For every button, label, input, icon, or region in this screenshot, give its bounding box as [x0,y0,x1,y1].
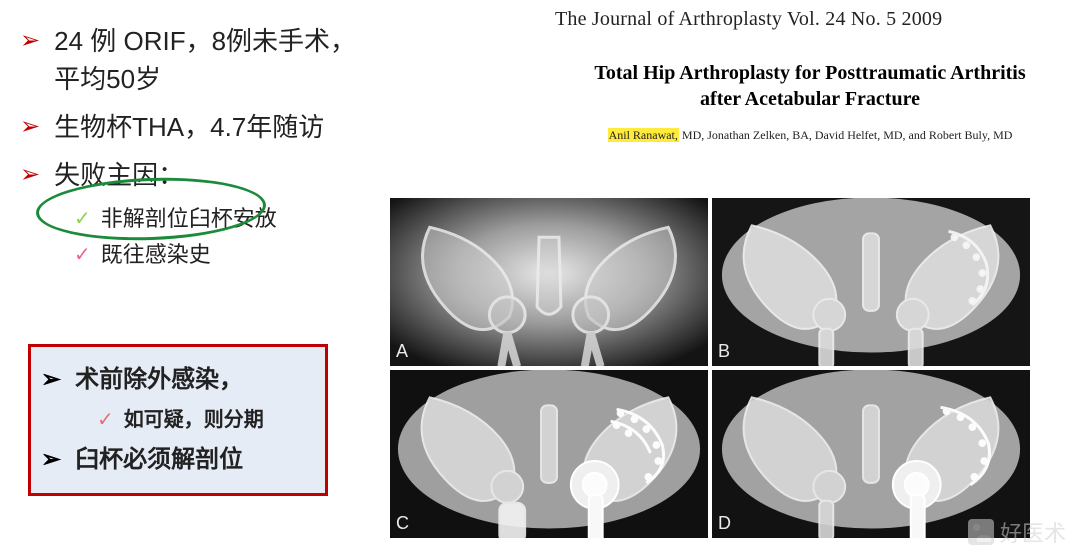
xray-panel-d: D [712,370,1030,538]
journal-citation: The Journal of Arthroplasty Vol. 24 No. … [555,8,942,31]
box-row-1: ➢ 术前除外感染， [41,361,315,399]
box-row-2: ➢ 臼杯必须解剖位 [41,441,315,479]
author-highlighted: Anil Ranawat, [608,128,679,142]
xray-panel-a: A [390,198,708,366]
chevron-icon: ➢ [20,108,40,146]
bullet-3-sub2: ✓ 既往感染史 [74,240,380,270]
author-hl-degree: MD, [679,128,704,142]
chevron-icon: ➢ [20,156,40,194]
authors-rest: Jonathan Zelken, BA, David Helfet, MD, a… [704,128,1012,142]
check-icon: ✓ [74,240,91,270]
bullet-3-sub2-text: 既往感染史 [101,240,211,270]
paper-authors: Anil Ranawat, MD, Jonathan Zelken, BA, D… [555,128,1065,143]
pelvis-xray-icon [712,370,1030,538]
panel-label-c: C [396,513,409,534]
pelvis-xray-icon [390,198,708,366]
bullet-1: ➢ 24 例 ORIF，8例未手术，平均50岁 [20,22,380,98]
check-icon: ✓ [97,405,114,435]
paper-title: Total Hip Arthroplasty for Posttraumatic… [555,60,1065,112]
xray-panel-b: B [712,198,1030,366]
panel-label-a: A [396,341,408,362]
xray-figure-grid: A [390,198,1030,538]
wechat-icon [968,519,994,545]
bullet-2-text: 生物杯THA，4.7年随访 [54,108,324,146]
bullet-2: ➢ 生物杯THA，4.7年随访 [20,108,380,146]
paper-title-line1: Total Hip Arthroplasty for Posttraumatic… [594,62,1025,84]
chevron-icon: ➢ [41,361,61,399]
panel-label-b: B [718,341,730,362]
xray-panel-c: C [390,370,708,538]
paper-title-line2: after Acetabular Fracture [700,88,920,110]
check-icon: ✓ [74,204,91,234]
box-row-1-sub: ✓ 如可疑，则分期 [97,405,315,435]
chevron-icon: ➢ [20,22,40,60]
watermark-text: 好医术 [1000,516,1066,548]
bullet-3: ➢ 失败主因： [20,156,380,194]
pelvis-xray-icon [712,198,1030,366]
bullet-1-text: 24 例 ORIF，8例未手术，平均50岁 [54,22,380,98]
chevron-icon: ➢ [41,441,61,479]
box-row-2-text: 臼杯必须解剖位 [75,441,243,479]
box-row-1-sub-text: 如可疑，则分期 [124,405,264,435]
box-row-1-text: 术前除外感染， [75,361,243,399]
bullet-3-sub1: ✓ 非解剖位臼杯安放 [74,204,380,234]
conclusion-box: ➢ 术前除外感染， ✓ 如可疑，则分期 ➢ 臼杯必须解剖位 [28,344,328,496]
bullet-3-sub1-text: 非解剖位臼杯安放 [101,204,277,234]
left-bullet-list: ➢ 24 例 ORIF，8例未手术，平均50岁 ➢ 生物杯THA，4.7年随访 … [20,22,380,276]
bullet-3-text: 失败主因： [54,156,184,194]
watermark: 好医术 [968,516,1066,548]
pelvis-xray-icon [390,370,708,538]
panel-label-d: D [718,513,731,534]
